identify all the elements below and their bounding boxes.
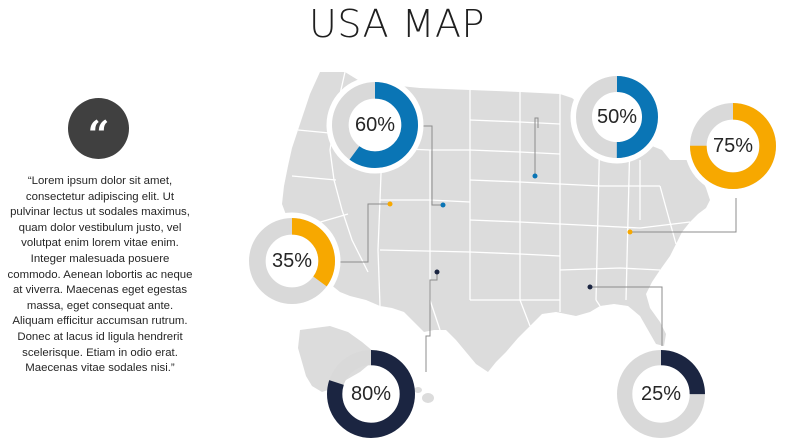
alaska [298, 326, 374, 392]
donut-ring [243, 212, 341, 310]
marker-new-mexico [434, 269, 440, 275]
donut-chart-75: 75% [684, 97, 782, 195]
marker-utah [387, 201, 393, 207]
marker-kentucky [627, 229, 633, 235]
donut-label: 25% [640, 382, 682, 405]
page-title: USA MAP [309, 2, 485, 46]
donut-value-arc [327, 350, 415, 438]
donut-ring [684, 97, 782, 195]
donut-label: 50% [596, 105, 638, 128]
donut-label: 60% [354, 113, 396, 136]
donut-value-arc [617, 350, 705, 438]
donut-value-arc [576, 76, 658, 158]
donut-ring [617, 350, 705, 438]
donut-ring [326, 76, 424, 174]
quote-text: “Lorem ipsum dolor sit amet, consectetur… [7, 175, 193, 375]
donut-ring [327, 350, 415, 438]
donut-label: 80% [350, 382, 392, 405]
donut-ring [570, 70, 664, 164]
donut-value-arc [332, 82, 418, 168]
donut-chart-35: 35% [243, 212, 341, 310]
marker-colorado [440, 202, 446, 208]
donut-value-arc [690, 103, 776, 189]
donut-chart-25: 25% [616, 349, 706, 439]
quote-icon: “ [68, 98, 129, 159]
donut-label: 35% [271, 249, 313, 272]
donut-chart-50: 50% [570, 70, 664, 164]
donut-value-arc [249, 218, 335, 304]
donut-chart-60: 60% [326, 76, 424, 174]
marker-mississippi [587, 284, 593, 290]
marker-iowa [532, 173, 538, 179]
donut-chart-80: 80% [326, 349, 416, 439]
donut-label: 75% [712, 134, 754, 157]
